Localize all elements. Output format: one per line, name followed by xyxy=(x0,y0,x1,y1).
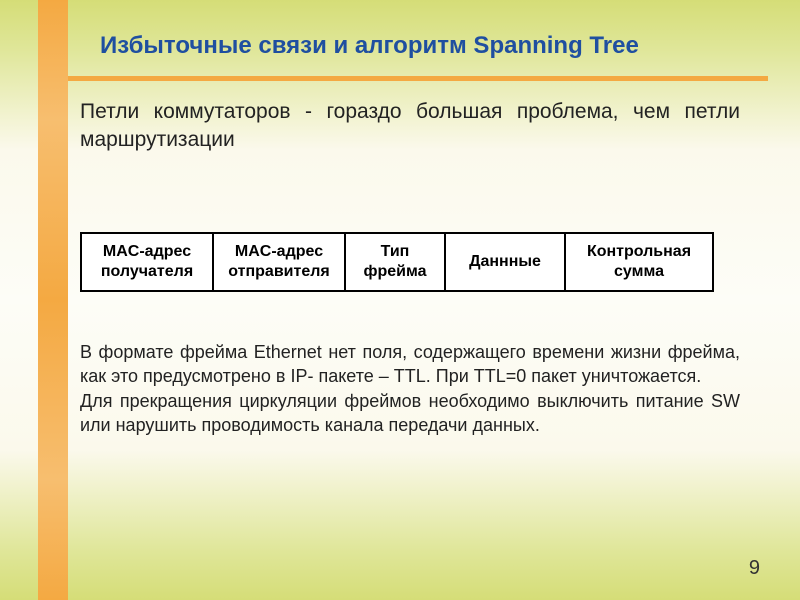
slide: Избыточные связи и алгоритм Spanning Tre… xyxy=(0,0,800,600)
decorative-accent-line xyxy=(68,76,768,81)
cell-frame-type: Тип фрейма xyxy=(345,233,445,291)
ethernet-frame-table: MAC-адрес получателя MAC-адрес отправите… xyxy=(80,232,714,292)
intro-text: Петли коммутаторов - гораздо большая про… xyxy=(80,98,740,155)
page-number: 9 xyxy=(749,557,760,580)
cell-dest-mac: MAC-адрес получателя xyxy=(81,233,213,291)
cell-data: Даннные xyxy=(445,233,565,291)
cell-checksum: Контрольная сумма xyxy=(565,233,713,291)
table-row: MAC-адрес получателя MAC-адрес отправите… xyxy=(81,233,713,291)
slide-title: Избыточные связи и алгоритм Spanning Tre… xyxy=(100,32,639,60)
decorative-side-bar xyxy=(38,0,68,600)
body-text: В формате фрейма Ethernet нет поля, соде… xyxy=(80,340,740,437)
cell-src-mac: MAC-адрес отправителя xyxy=(213,233,345,291)
